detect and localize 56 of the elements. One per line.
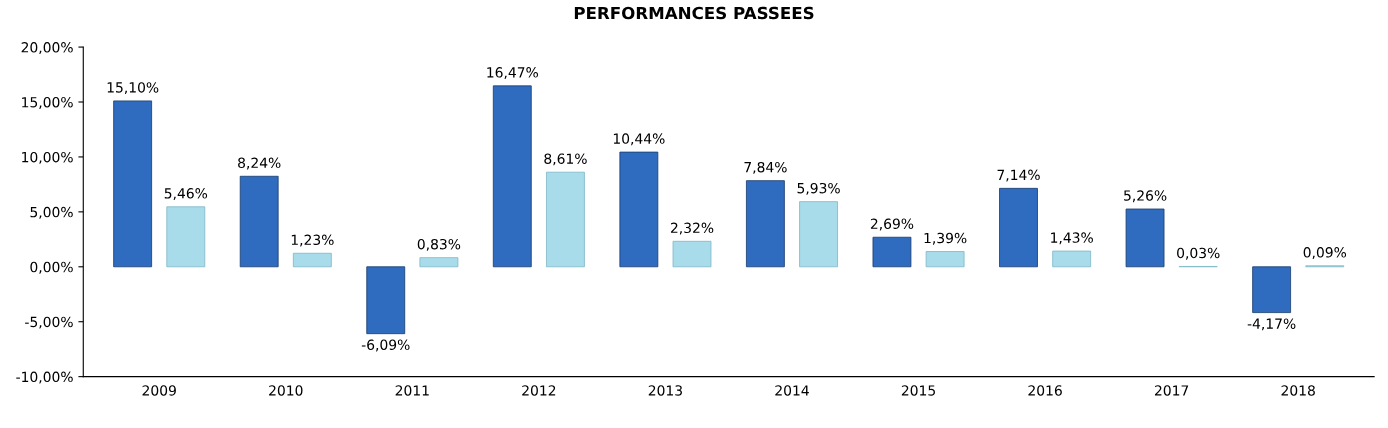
data-label: 7,84% <box>744 161 787 174</box>
x-tick-label: 2017 <box>1154 385 1189 396</box>
data-label: -6,09% <box>361 339 410 352</box>
bar <box>546 171 585 268</box>
data-label: 7,14% <box>997 169 1040 182</box>
bar <box>672 240 712 268</box>
y-tick-label: 15,00% <box>22 96 73 109</box>
data-label: 16,47% <box>487 67 539 80</box>
y-tick-label: 5,00% <box>30 206 73 219</box>
bar <box>1252 266 1292 314</box>
bar <box>366 266 406 335</box>
x-tick-label: 2009 <box>142 385 176 396</box>
data-label: 1,39% <box>924 232 967 245</box>
x-tick-label: 2010 <box>269 385 303 396</box>
data-label: 8,61% <box>544 153 587 166</box>
x-tick-label: 2012 <box>522 385 556 396</box>
data-label: -4,17% <box>1247 318 1296 331</box>
data-label: 2,32% <box>670 222 714 235</box>
bar <box>925 251 965 268</box>
y-tick-label: 10,00% <box>22 151 73 164</box>
bar <box>872 236 912 268</box>
y-tick-label: 0,00% <box>30 261 73 274</box>
data-label: 8,24% <box>238 157 281 170</box>
x-tick-label: 2013 <box>648 385 682 396</box>
y-tick-label: -5,00% <box>25 316 73 329</box>
x-tick-label: 2011 <box>395 385 429 396</box>
bar <box>113 100 153 268</box>
x-tick-label: 2016 <box>1028 385 1062 396</box>
data-label: 0,09% <box>1303 247 1347 259</box>
y-tick-label: -10,00% <box>16 371 73 384</box>
data-label: 5,93% <box>797 182 840 195</box>
bar <box>166 206 206 268</box>
data-label: 1,23% <box>291 234 334 247</box>
data-label: 1,43% <box>1051 232 1093 245</box>
data-label: 0,83% <box>417 238 461 251</box>
data-label: 0,03% <box>1177 247 1220 260</box>
bar <box>292 252 332 268</box>
data-label: 5,26% <box>1124 190 1167 203</box>
data-label: 5,46% <box>164 188 208 200</box>
x-tick-label: 2018 <box>1281 385 1315 396</box>
bar <box>619 151 659 268</box>
data-label: 10,44% <box>613 133 665 146</box>
bar <box>1125 208 1165 268</box>
chart-title: PERFORMANCES PASSEES <box>574 6 814 20</box>
data-label: 15,10% <box>107 82 159 95</box>
x-tick-label: 2015 <box>901 385 935 396</box>
bar <box>239 175 279 268</box>
bar <box>746 180 785 268</box>
y-tick-label: 20,00% <box>21 42 73 54</box>
bar <box>492 85 532 268</box>
bar <box>419 257 459 268</box>
data-label: 2,69% <box>870 218 914 231</box>
x-tick-label: 2014 <box>775 385 809 396</box>
bar <box>1052 250 1092 268</box>
bar <box>999 187 1038 268</box>
bar <box>799 201 838 268</box>
